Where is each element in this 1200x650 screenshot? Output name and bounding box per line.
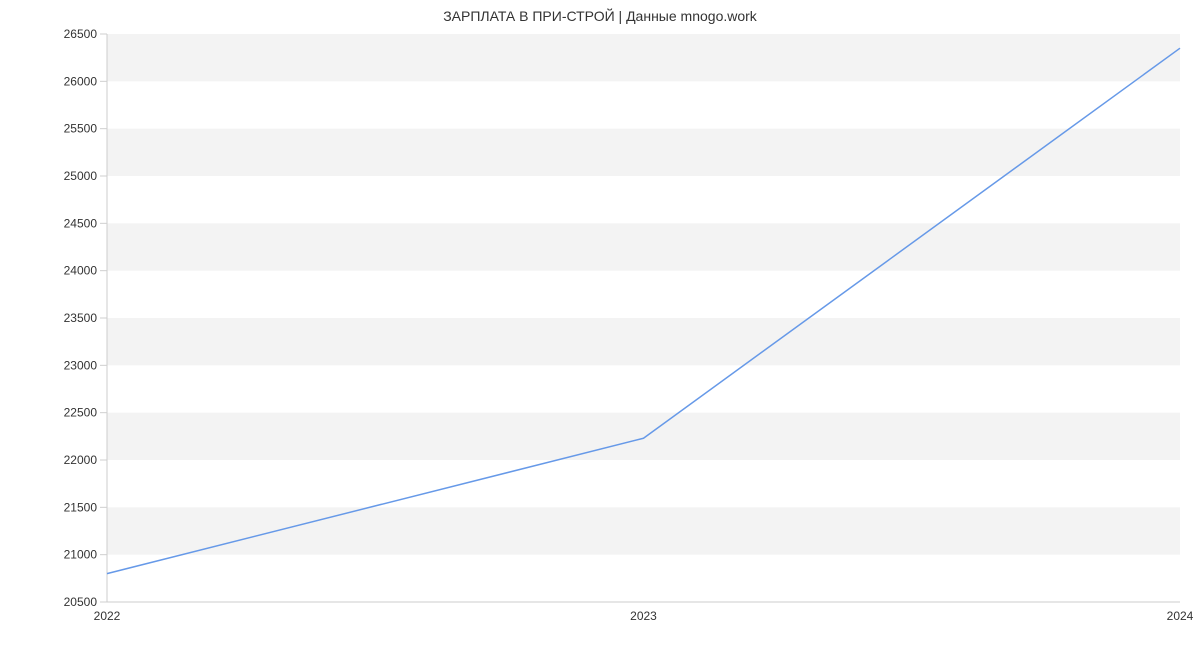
y-tick-label: 26000 xyxy=(64,74,98,88)
grid-band xyxy=(107,413,1180,460)
y-tick-label: 25500 xyxy=(64,122,98,136)
x-tick-label: 2023 xyxy=(630,609,657,623)
grid-band xyxy=(107,223,1180,270)
y-tick-label: 24500 xyxy=(64,216,98,230)
grid-band xyxy=(107,129,1180,176)
x-tick-label: 2022 xyxy=(94,609,121,623)
y-tick-label: 20500 xyxy=(64,595,98,609)
series-line-salary xyxy=(107,48,1180,573)
y-tick-label: 26500 xyxy=(64,27,98,41)
y-tick-label: 21500 xyxy=(64,500,98,514)
y-tick-label: 24000 xyxy=(64,264,98,278)
grid-band xyxy=(107,34,1180,81)
y-tick-label: 25000 xyxy=(64,169,98,183)
grid-band xyxy=(107,507,1180,554)
x-tick-label: 2024 xyxy=(1167,609,1194,623)
y-tick-label: 23000 xyxy=(64,358,98,372)
y-tick-label: 23500 xyxy=(64,311,98,325)
y-tick-label: 22000 xyxy=(64,453,98,467)
y-tick-label: 22500 xyxy=(64,406,98,420)
chart-container: ЗАРПЛАТА В ПРИ-СТРОЙ | Данные mnogo.work… xyxy=(0,0,1200,650)
y-tick-label: 21000 xyxy=(64,548,98,562)
grid-band xyxy=(107,318,1180,365)
chart-svg: 20500 21000 21500 22000 22500 23000 23500 24000… xyxy=(0,0,1200,650)
